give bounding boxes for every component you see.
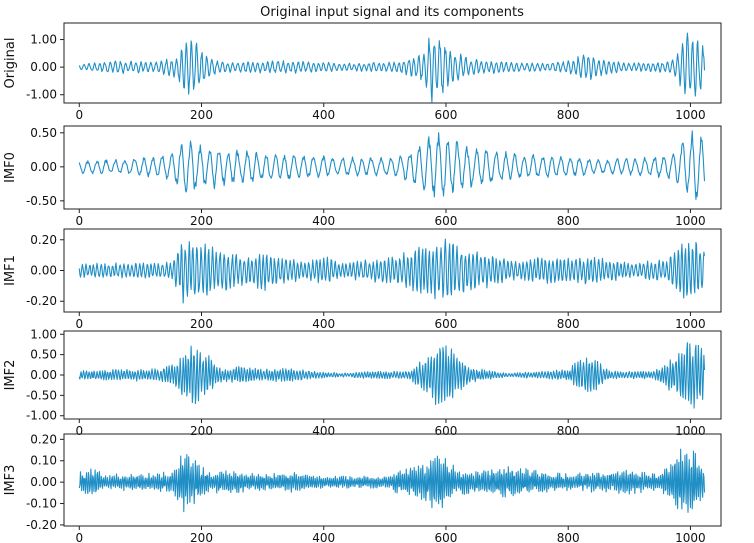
- x-tick-label: 600: [435, 317, 458, 331]
- x-tick-label: 1000: [675, 214, 706, 228]
- signal-line-imf3: [78, 448, 706, 513]
- x-tick-label: 600: [435, 424, 458, 438]
- x-tick-label: 200: [190, 214, 213, 228]
- x-tick-label: 800: [557, 424, 580, 438]
- y-tick-label: 0.20: [30, 233, 57, 247]
- x-tick-label: 400: [312, 108, 335, 122]
- y-tick-label: 0.00: [30, 368, 57, 382]
- y-tick-label: 0.00: [30, 264, 57, 278]
- axes-frame: [63, 125, 722, 210]
- signal-line-imf1: [78, 238, 706, 304]
- x-tick-label: 800: [557, 317, 580, 331]
- x-tick-label: 600: [435, 108, 458, 122]
- x-tick-label: 0: [75, 531, 83, 543]
- y-tick-label: 0.50: [30, 348, 57, 362]
- y-tick-label: 1.00: [30, 33, 57, 47]
- x-tick-label: 400: [312, 214, 335, 228]
- x-tick-label: 600: [435, 531, 458, 543]
- subplot-original: 0 200 400 600 800 1000 1.00 0.00 -1.00 Original: [3, 22, 722, 122]
- y-axis-label: IMF3: [3, 465, 18, 496]
- y-tick-label: 0.50: [30, 126, 57, 140]
- y-tick-label: -0.20: [26, 518, 57, 532]
- subplot-imf0: 0 200 400 600 800 1000 0.50 0.00 -0.50 IMF0: [3, 125, 722, 228]
- signal-line-original: [78, 32, 706, 103]
- axes-frame: [63, 433, 722, 527]
- y-tick-label: 1.00: [30, 327, 57, 341]
- x-tick-label: 800: [557, 108, 580, 122]
- subplots: 0 200 400 600 800 1000 1.00 0.00 -1.00 Original 0 2…: [3, 22, 722, 543]
- y-tick-label: 0.00: [30, 60, 57, 74]
- y-tick-label: -1.00: [26, 88, 57, 102]
- subplot-imf3: 0 200 400 600 800 1000 0.20 0.10 0.00 -0.10 -0.20 I…: [3, 432, 722, 543]
- subplot-imf2: 0 200 400 600 800 1000 1.00 0.50 0.00 -0.50 -1.00 I…: [3, 327, 722, 438]
- y-axis-label: IMF2: [3, 360, 18, 391]
- x-tick-label: 1000: [675, 108, 706, 122]
- x-tick-label: 800: [557, 214, 580, 228]
- x-tick-label: 600: [435, 214, 458, 228]
- y-tick-label: 0.00: [30, 160, 57, 174]
- subplot-imf1: 0 200 400 600 800 1000 0.20 0.00 -0.20 IMF1: [3, 228, 722, 331]
- y-tick-label: 0.00: [30, 475, 57, 489]
- x-tick-label: 400: [312, 424, 335, 438]
- axes-frame: [63, 22, 722, 104]
- x-tick-label: 200: [190, 424, 213, 438]
- y-tick-label: 0.10: [30, 454, 57, 468]
- y-tick-label: -0.20: [26, 294, 57, 308]
- x-tick-label: 1000: [675, 531, 706, 543]
- y-tick-label: -0.10: [26, 497, 57, 511]
- x-tick-label: 800: [557, 531, 580, 543]
- axes-frame: [63, 228, 722, 313]
- figure-title: Original input signal and its components: [260, 5, 524, 20]
- x-tick-label: 0: [75, 317, 83, 331]
- signal-line-imf0: [78, 130, 706, 200]
- x-tick-label: 0: [75, 108, 83, 122]
- y-axis-label: IMF1: [3, 255, 18, 286]
- x-tick-label: 200: [190, 317, 213, 331]
- x-tick-label: 400: [312, 317, 335, 331]
- x-tick-label: 0: [75, 214, 83, 228]
- y-tick-label: -1.00: [26, 409, 57, 423]
- y-axis-label: Original: [3, 38, 18, 89]
- y-tick-label: 0.20: [30, 432, 57, 446]
- y-tick-label: -0.50: [26, 194, 57, 208]
- x-tick-label: 1000: [675, 317, 706, 331]
- x-tick-label: 400: [312, 531, 335, 543]
- x-tick-label: 200: [190, 108, 213, 122]
- signal-line-imf2: [78, 342, 706, 409]
- x-tick-label: 0: [75, 424, 83, 438]
- y-axis-label: IMF0: [3, 152, 18, 183]
- y-tick-label: -0.50: [26, 388, 57, 402]
- x-tick-label: 1000: [675, 424, 706, 438]
- x-tick-label: 200: [190, 531, 213, 543]
